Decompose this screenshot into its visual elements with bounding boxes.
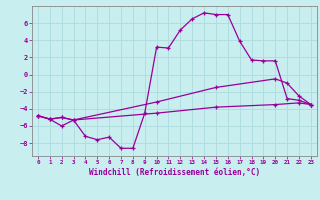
X-axis label: Windchill (Refroidissement éolien,°C): Windchill (Refroidissement éolien,°C) — [89, 168, 260, 177]
